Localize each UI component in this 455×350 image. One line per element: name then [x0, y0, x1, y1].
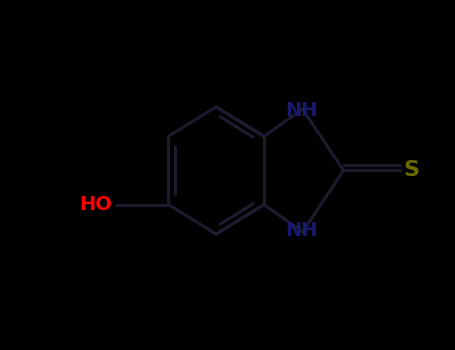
Text: NH: NH [285, 222, 318, 240]
Text: S: S [404, 160, 420, 181]
Text: NH: NH [285, 100, 318, 119]
Text: HO: HO [79, 195, 112, 214]
